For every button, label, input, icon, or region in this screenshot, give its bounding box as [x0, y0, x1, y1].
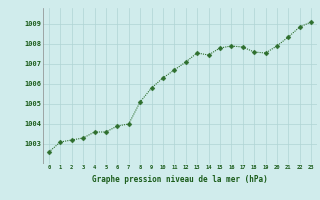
- X-axis label: Graphe pression niveau de la mer (hPa): Graphe pression niveau de la mer (hPa): [92, 175, 268, 184]
